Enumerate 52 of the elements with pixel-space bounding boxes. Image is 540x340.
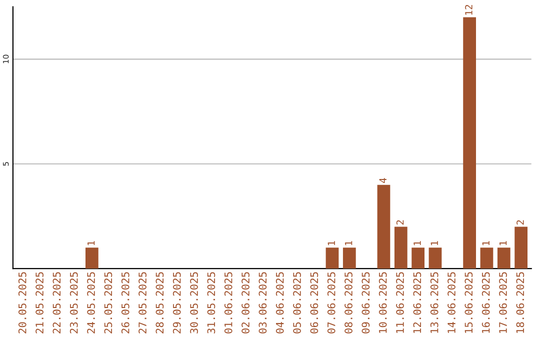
- x-tick-label: 10.06.2025: [378, 272, 387, 333]
- data-label: 1: [345, 241, 352, 246]
- bar: [480, 248, 494, 269]
- x-tick-label: 01.06.2025: [224, 272, 232, 334]
- x-tick-label: 05.06.2025: [293, 272, 301, 334]
- data-label: 1: [328, 241, 335, 246]
- x-tick-label: 18.06.2025: [516, 272, 524, 333]
- x-tick-label: 02.06.2025: [242, 272, 250, 334]
- x-tick-label: 29.05.2025: [172, 272, 181, 334]
- bar: [394, 226, 408, 269]
- x-tick-label: 25.05.2025: [104, 272, 112, 334]
- x-tick-label: 03.06.2025: [258, 272, 267, 334]
- x-tick-label: 12.06.2025: [413, 272, 422, 333]
- x-tick-label: 15.06.2025: [464, 272, 473, 333]
- x-tick-label: 31.05.2025: [207, 272, 216, 334]
- x-tick-label: 11.06.2025: [396, 272, 404, 333]
- data-label: 12: [465, 5, 472, 15]
- data-label: 4: [379, 178, 386, 183]
- x-tick-label: 16.06.2025: [482, 272, 490, 333]
- bar: [463, 17, 476, 269]
- data-label: 2: [396, 220, 404, 225]
- bar: [326, 248, 339, 269]
- bar: [428, 248, 442, 269]
- data-label: 1: [482, 241, 490, 246]
- bar: [85, 248, 98, 269]
- x-tick-label: 26.05.2025: [121, 272, 130, 334]
- x-tick-label: 17.06.2025: [499, 272, 507, 333]
- x-tick-label: 07.06.2025: [327, 272, 336, 334]
- x-tick-label: 23.05.2025: [70, 272, 78, 334]
- bar: [412, 248, 425, 269]
- x-tick-label: 30.05.2025: [190, 272, 198, 334]
- x-tick-label: 13.06.2025: [430, 272, 438, 333]
- x-tick-label: 08.06.2025: [344, 272, 352, 334]
- data-label: 1: [88, 241, 95, 246]
- bar: [342, 248, 356, 269]
- x-tick-label: 24.05.2025: [87, 272, 95, 334]
- data-label: 1: [414, 241, 421, 246]
- x-tick-label: 28.05.2025: [156, 272, 164, 334]
- x-tick-label: 09.06.2025: [362, 272, 370, 334]
- x-tick-label: 27.05.2025: [138, 272, 146, 334]
- x-tick-label: 04.06.2025: [276, 272, 284, 334]
- x-tick-label: 21.05.2025: [36, 272, 44, 334]
- x-tick-label: 22.05.2025: [52, 272, 61, 334]
- data-label: 1: [500, 241, 507, 246]
- x-tick-label: 06.06.2025: [310, 272, 318, 334]
- data-label: 2: [516, 220, 524, 225]
- bar: [497, 248, 510, 269]
- x-tick-label: 14.06.2025: [448, 272, 456, 333]
- data-label: 1: [430, 241, 438, 246]
- bar: [377, 184, 390, 269]
- bar: [514, 226, 528, 269]
- x-tick-label: 20.05.2025: [18, 272, 26, 334]
